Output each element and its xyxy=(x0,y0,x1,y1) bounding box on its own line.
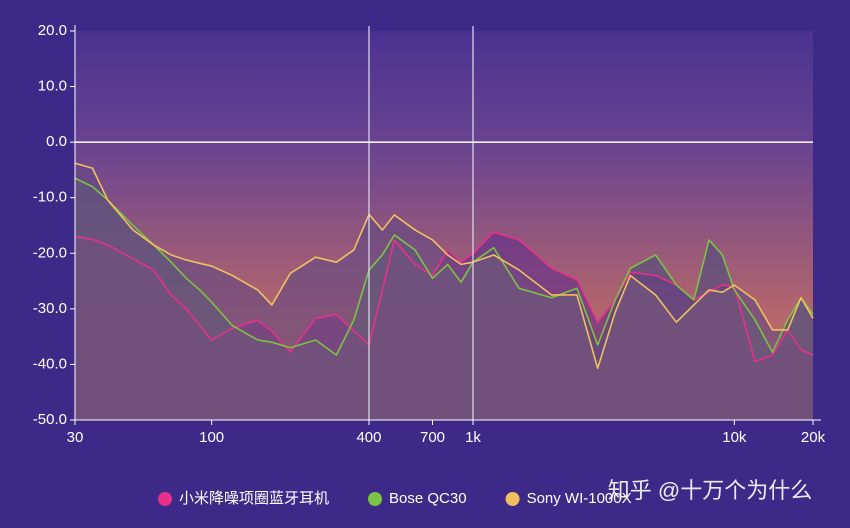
y-tick-label: -40.0 xyxy=(33,355,67,372)
x-tick-label: 20k xyxy=(801,429,826,446)
x-tick-label: 1k xyxy=(465,429,481,446)
legend-marker xyxy=(368,492,383,506)
plot-area: 20.0 10.0 0.0 -10.0 -20.0 -30.0 -40.0 -50.030 10… xyxy=(33,22,826,446)
x-tick-label: 700 xyxy=(420,429,445,446)
y-tick-label: -30.0 xyxy=(33,300,67,317)
legend-label: Sony WI-1000X xyxy=(527,490,632,507)
y-tick-label: 10.0 xyxy=(38,78,67,95)
x-tick-label: 10k xyxy=(722,429,747,446)
x-tick-label: 400 xyxy=(356,429,381,446)
y-tick-label: -20.0 xyxy=(33,244,67,261)
series-line xyxy=(74,177,814,356)
legend-marker xyxy=(505,492,520,506)
x-tick-label: 100 xyxy=(199,429,224,446)
legend-label: 小米降噪项圈蓝牙耳机 xyxy=(179,490,329,507)
legend-marker xyxy=(158,492,172,506)
y-tick-label: 0.0 xyxy=(46,133,67,150)
x-tick-label: 30 xyxy=(67,429,84,446)
y-tick-label: -50.0 xyxy=(33,411,67,428)
series-line xyxy=(74,162,814,370)
watermark: 知乎 @十万个为什么 xyxy=(608,478,812,503)
series-area-tint xyxy=(75,178,813,420)
series-area-tint xyxy=(75,163,813,420)
y-tick-label: 20.0 xyxy=(38,22,67,39)
series-underfill xyxy=(75,163,813,420)
legend-label: Bose QC30 xyxy=(389,490,467,507)
y-tick-label: -10.0 xyxy=(33,189,67,206)
